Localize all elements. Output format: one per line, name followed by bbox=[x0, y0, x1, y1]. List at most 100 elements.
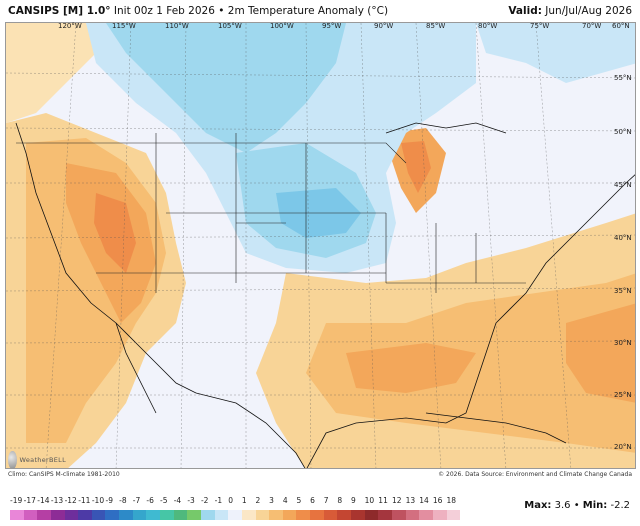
lat-label: 35°N bbox=[614, 287, 632, 295]
scale-swatch bbox=[64, 510, 79, 520]
model-name: CANSIPS [M] 1.0° bbox=[8, 5, 111, 17]
scale-swatch bbox=[187, 510, 201, 520]
scale-label: -12 bbox=[64, 496, 77, 505]
scale-label: -17 bbox=[23, 496, 36, 505]
scale-swatch bbox=[200, 510, 215, 520]
lon-label: 70°W bbox=[582, 22, 602, 30]
scale-swatch bbox=[323, 510, 338, 520]
scale-label: 9 bbox=[351, 496, 356, 505]
valid-value: Jun/Jul/Aug 2026 bbox=[545, 5, 632, 17]
map-canvas bbox=[6, 23, 635, 468]
scale-swatch bbox=[132, 510, 147, 520]
scale-label: -14 bbox=[37, 496, 50, 505]
scale-labels: -19 -17 -14 -13 -12 -11 -10 -9 -8 -7 -6 -5 -4 -3 -2 -1 0… bbox=[10, 496, 460, 508]
scale-label: -7 bbox=[132, 496, 141, 505]
scale-label: 3 bbox=[269, 496, 274, 505]
title-left: CANSIPS [M] 1.0° Init 00z 1 Feb 2026 • 2… bbox=[8, 5, 388, 17]
scale-swatch bbox=[214, 510, 229, 520]
scale-swatch bbox=[255, 510, 270, 520]
coastlines bbox=[15, 122, 635, 468]
scale-label: 4 bbox=[282, 496, 288, 505]
scale-label: -9 bbox=[105, 496, 113, 505]
color-scale: -19 -17 -14 -13 -12 -11 -10 -9 -8 -7 -6 -5 -4 -3 -2 -1 0… bbox=[10, 496, 461, 524]
scale-label: 2 bbox=[255, 496, 261, 505]
lon-label: 100°W bbox=[270, 22, 294, 30]
scale-label: 1 bbox=[241, 496, 247, 505]
scale-swatch bbox=[310, 510, 324, 520]
init-info: Init 00z 1 Feb 2026 • 2m Temperature Ano… bbox=[113, 5, 389, 17]
scale-label: 8 bbox=[337, 496, 343, 505]
lon-label: 105°W bbox=[218, 22, 242, 30]
anomaly-map bbox=[5, 22, 636, 469]
scale-swatch bbox=[446, 510, 461, 520]
max-value: 3.6 bbox=[554, 500, 571, 511]
scale-swatch bbox=[37, 510, 51, 520]
scale-label: 12 bbox=[391, 496, 402, 505]
globe-icon bbox=[8, 451, 17, 469]
lat-label: 55°N bbox=[614, 74, 632, 82]
scale-label: 7 bbox=[323, 496, 329, 505]
logo-text: WeatherBELL bbox=[19, 456, 66, 464]
scale-swatch bbox=[119, 510, 133, 520]
scale-label: 18 bbox=[446, 496, 457, 505]
scale-swatch bbox=[23, 510, 38, 520]
lat-label: 25°N bbox=[614, 391, 632, 399]
stats-readout: Max: 3.6 • Min: -2.2 bbox=[524, 500, 630, 511]
max-label: Max: bbox=[524, 500, 552, 511]
lat-label: 30°N bbox=[614, 339, 632, 347]
lon-label: 95°W bbox=[322, 22, 342, 30]
valid-label: Valid: bbox=[508, 5, 542, 17]
scale-swatch bbox=[351, 510, 365, 520]
scale-swatch bbox=[173, 510, 188, 520]
scale-label: -3 bbox=[187, 496, 195, 505]
scale-label: -5 bbox=[160, 496, 168, 505]
lon-label: 75°W bbox=[530, 22, 550, 30]
map-header: CANSIPS [M] 1.0° Init 00z 1 Feb 2026 • 2… bbox=[0, 0, 640, 22]
scale-label: 6 bbox=[310, 496, 315, 505]
scale-label: -10 bbox=[91, 496, 105, 505]
scale-swatch bbox=[160, 510, 174, 520]
scale-label: 14 bbox=[419, 496, 429, 505]
scale-label: -8 bbox=[119, 496, 127, 505]
lat-label: 40°N bbox=[614, 234, 632, 242]
scale-swatch bbox=[337, 510, 352, 520]
scale-swatch bbox=[105, 510, 120, 520]
lon-label: 90°W bbox=[374, 22, 394, 30]
lon-label: 120°W bbox=[58, 22, 82, 30]
scale-swatch bbox=[419, 510, 433, 520]
scale-label: -13 bbox=[50, 496, 64, 505]
scale-swatch bbox=[91, 510, 106, 520]
scale-swatch bbox=[10, 510, 24, 520]
warm-anomaly-field bbox=[6, 23, 635, 468]
scale-label: -4 bbox=[173, 496, 182, 505]
min-value: -2.2 bbox=[610, 500, 630, 511]
graticule bbox=[6, 23, 635, 468]
scale-swatch bbox=[50, 510, 65, 520]
lat-label: 50°N bbox=[614, 128, 632, 136]
scale-swatch bbox=[269, 510, 283, 520]
scale-label: 0 bbox=[228, 496, 234, 505]
scale-bar bbox=[10, 510, 461, 520]
weatherbell-logo: WeatherBELL bbox=[8, 450, 66, 470]
valid-period: Valid: Jun/Jul/Aug 2026 bbox=[508, 5, 632, 17]
scale-swatch bbox=[296, 510, 311, 520]
lat-label: 20°N bbox=[614, 443, 632, 451]
scale-label: -1 bbox=[214, 496, 223, 505]
scale-swatch bbox=[405, 510, 420, 520]
scale-swatch bbox=[228, 510, 242, 520]
scale-label: 11 bbox=[378, 496, 388, 505]
scale-swatch bbox=[78, 510, 92, 520]
scale-swatch bbox=[391, 510, 406, 520]
scale-swatch bbox=[378, 510, 392, 520]
scale-swatch bbox=[432, 510, 447, 520]
scale-swatch bbox=[364, 510, 379, 520]
scale-label: -11 bbox=[78, 496, 91, 505]
scale-label: 10 bbox=[364, 496, 375, 505]
cool-anomaly-field bbox=[86, 23, 635, 273]
scale-swatch bbox=[241, 510, 256, 520]
lon-label: 115°W bbox=[112, 22, 136, 30]
political-borders bbox=[16, 133, 526, 293]
scale-swatch bbox=[146, 510, 161, 520]
scale-swatch bbox=[282, 510, 297, 520]
scale-label: -19 bbox=[10, 496, 23, 505]
